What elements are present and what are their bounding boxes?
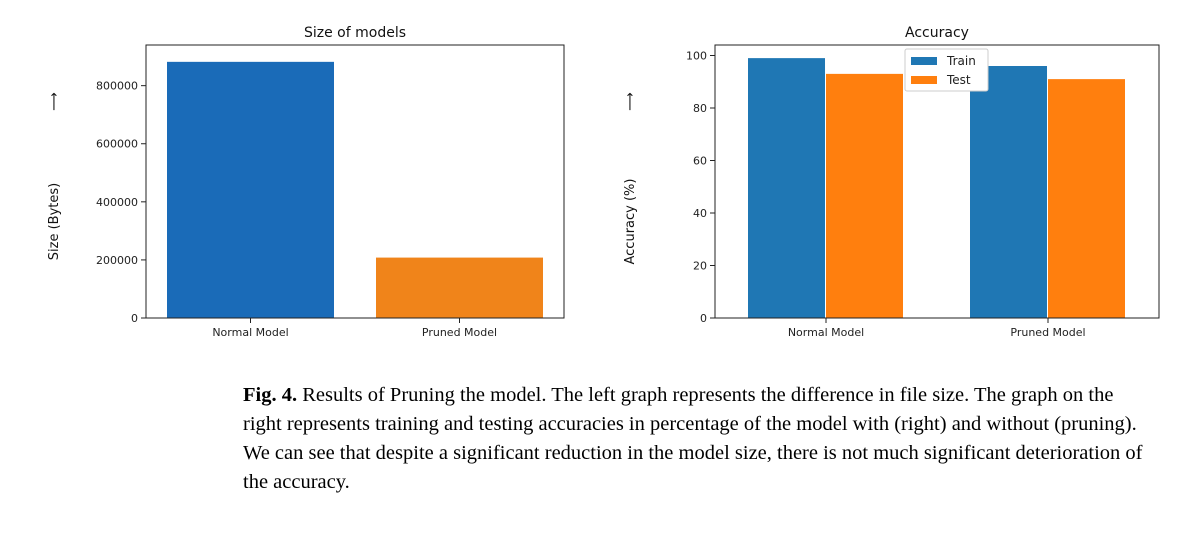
x-tick-label: Normal Model bbox=[212, 326, 288, 339]
figure-caption: Fig. 4. Results of Pruning the model. Th… bbox=[243, 381, 1143, 497]
x-tick-label: Pruned Model bbox=[422, 326, 497, 339]
y-tick-label: 0 bbox=[131, 312, 138, 325]
legend-swatch-train bbox=[911, 57, 937, 65]
y-axis-arrow: ⟶ bbox=[47, 92, 62, 111]
legend-label-test: Test bbox=[946, 73, 971, 87]
legend: Train Test bbox=[904, 48, 989, 92]
y-tick-label: 800000 bbox=[96, 80, 138, 93]
bar-train-1 bbox=[970, 66, 1047, 318]
plot-frame bbox=[714, 44, 1160, 319]
y-axis-label: Accuracy (%) bbox=[623, 179, 638, 265]
y-axis-label: Size (Bytes) bbox=[47, 183, 62, 260]
y-tick-label: 80 bbox=[693, 102, 707, 115]
x-tick-label: Pruned Model bbox=[1010, 326, 1085, 339]
caption-text: Results of Pruning the model. The left g… bbox=[243, 384, 1143, 493]
x-tick-label: Normal Model bbox=[788, 326, 864, 339]
bar-0 bbox=[167, 61, 334, 319]
bar-train-0 bbox=[748, 58, 825, 318]
bar-1 bbox=[376, 257, 543, 318]
bar-test-1 bbox=[1048, 79, 1125, 318]
y-tick-label: 0 bbox=[700, 312, 707, 325]
caption-label: Fig. 4. bbox=[243, 384, 298, 406]
y-tick-label: 60 bbox=[693, 155, 707, 168]
y-tick-label: 40 bbox=[693, 207, 707, 220]
y-tick-label: 600000 bbox=[96, 138, 138, 151]
y-axis-arrow: ⟶ bbox=[623, 92, 638, 111]
size-chart: Size of models Size (Bytes) ⟶ 0 200000 400000… bbox=[47, 25, 565, 339]
chart-title: Size of models bbox=[304, 25, 406, 41]
plot-frame bbox=[145, 44, 565, 319]
legend-swatch-test bbox=[911, 76, 937, 84]
y-tick-label: 400000 bbox=[96, 196, 138, 209]
y-tick-label: 100 bbox=[686, 50, 707, 63]
legend-label-train: Train bbox=[946, 54, 976, 68]
y-tick-label: 200000 bbox=[96, 254, 138, 267]
chart-title: Accuracy bbox=[905, 25, 969, 41]
bar-test-0 bbox=[826, 73, 903, 318]
accuracy-chart: Accuracy Accuracy (%) ⟶ 0 20 40 60 80 100 Normal … bbox=[623, 25, 1160, 339]
figure-canvas: Size of models Size (Bytes) ⟶ 0 200000 400000… bbox=[47, 25, 1160, 339]
y-tick-label: 20 bbox=[693, 260, 707, 273]
